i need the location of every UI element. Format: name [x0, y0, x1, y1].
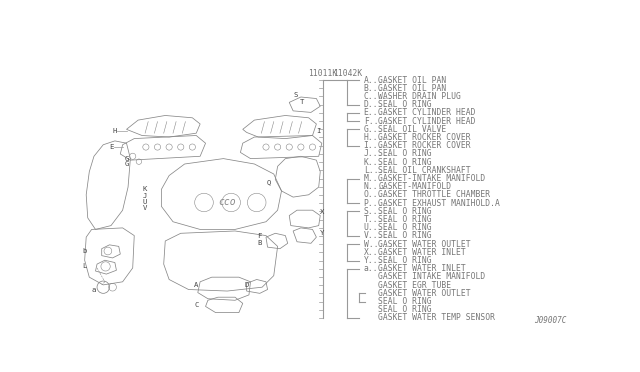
Text: L: L [83, 263, 87, 269]
Text: GASKET EXHAUST MANIHOLD.A: GASKET EXHAUST MANIHOLD.A [378, 199, 500, 208]
Text: SEAL O RING: SEAL O RING [378, 256, 432, 265]
Text: T: T [300, 99, 304, 105]
Text: K.....: K..... [364, 158, 393, 167]
Text: SEAL O RING: SEAL O RING [378, 305, 432, 314]
Text: J: J [143, 193, 147, 199]
Text: L.....: L..... [364, 166, 393, 175]
Text: I: I [316, 128, 321, 134]
Text: A.....: A..... [364, 76, 393, 84]
Text: GASKET-INTAKE MANIFOLD: GASKET-INTAKE MANIFOLD [378, 174, 486, 183]
Text: a.....: a..... [364, 264, 393, 273]
Text: S: S [293, 92, 298, 98]
Text: Y: Y [320, 230, 324, 236]
Text: SEAL O RING: SEAL O RING [378, 158, 432, 167]
Text: W.....: W..... [364, 240, 393, 248]
Text: B.....: B..... [364, 84, 393, 93]
Text: 11011K: 11011K [308, 70, 337, 78]
Text: G.....: G..... [364, 125, 393, 134]
Text: E: E [109, 144, 114, 150]
Text: P.....: P..... [364, 199, 393, 208]
Text: E.....: E..... [364, 108, 393, 118]
Text: X.....: X..... [364, 248, 393, 257]
Text: SEAL O RING: SEAL O RING [378, 207, 432, 216]
Text: GASKET THROTTLE CHAMBER: GASKET THROTTLE CHAMBER [378, 190, 490, 199]
Text: X: X [320, 209, 324, 215]
Text: U: U [143, 199, 147, 205]
Text: D.....: D..... [364, 100, 393, 109]
Text: K: K [143, 186, 147, 192]
Text: J09007C: J09007C [534, 316, 566, 325]
Text: U.....: U..... [364, 223, 393, 232]
Text: G: G [124, 161, 129, 167]
Text: GASKET-MANIFOLD: GASKET-MANIFOLD [378, 182, 451, 191]
Text: GASKET WATER INLET: GASKET WATER INLET [378, 264, 466, 273]
Text: S.....: S..... [364, 207, 393, 216]
Text: SEAL O RING: SEAL O RING [378, 223, 432, 232]
Text: GASKET OIL PAN: GASKET OIL PAN [378, 84, 447, 93]
Text: C.....: C..... [364, 92, 393, 101]
Text: SEAL OIL CRANKSHAFT: SEAL OIL CRANKSHAFT [378, 166, 471, 175]
Text: GASKET ROCKER COVER: GASKET ROCKER COVER [378, 133, 471, 142]
Text: GASKET WATER TEMP SENSOR: GASKET WATER TEMP SENSOR [378, 314, 495, 323]
Text: F: F [258, 232, 262, 238]
Text: SEAL OIL VALVE: SEAL OIL VALVE [378, 125, 447, 134]
Text: 11042K: 11042K [333, 70, 362, 78]
Text: B: B [258, 240, 262, 246]
Text: GASKET INTAKE MANIFOLD: GASKET INTAKE MANIFOLD [378, 272, 486, 282]
Text: GASKET WATER OUTLET: GASKET WATER OUTLET [378, 289, 471, 298]
Text: V: V [143, 205, 147, 211]
Text: F.....: F..... [364, 116, 393, 126]
Text: SEAL O RING: SEAL O RING [378, 100, 432, 109]
Text: SEAL O RING: SEAL O RING [378, 231, 432, 240]
Text: I.....: I..... [364, 141, 393, 150]
Text: GASKET CYLINDER HEAD: GASKET CYLINDER HEAD [378, 116, 476, 126]
Text: GASKET WATER OUTLET: GASKET WATER OUTLET [378, 240, 471, 248]
Text: A: A [194, 282, 198, 288]
Text: H: H [113, 128, 117, 134]
Text: Y.....: Y..... [364, 256, 393, 265]
Text: M.....: M..... [364, 174, 393, 183]
Text: G: G [124, 155, 129, 161]
Text: C: C [194, 302, 198, 308]
Text: GASKET OIL PAN: GASKET OIL PAN [378, 76, 447, 84]
Text: SEAL O RING: SEAL O RING [378, 215, 432, 224]
Text: N.....: N..... [364, 182, 393, 191]
Text: GASKET ROCKER COVER: GASKET ROCKER COVER [378, 141, 471, 150]
Text: D: D [244, 282, 249, 288]
Text: T.....: T..... [364, 215, 393, 224]
Text: O.....: O..... [364, 190, 393, 199]
Text: Q: Q [267, 179, 271, 185]
Text: SEAL O RING: SEAL O RING [378, 297, 432, 306]
Text: WASHER DRAIN PLUG: WASHER DRAIN PLUG [378, 92, 461, 101]
Text: SEAL O RING: SEAL O RING [378, 150, 432, 158]
Text: V.....: V..... [364, 231, 393, 240]
Text: GASKET WATER INLET: GASKET WATER INLET [378, 248, 466, 257]
Text: GASKET CYLINDER HEAD: GASKET CYLINDER HEAD [378, 108, 476, 118]
Text: J.....: J..... [364, 150, 393, 158]
Text: cco: cco [218, 198, 236, 208]
Text: a: a [92, 286, 96, 292]
Text: GASKET EGR TUBE: GASKET EGR TUBE [378, 280, 451, 290]
Text: b: b [83, 248, 87, 254]
Text: H.....: H..... [364, 133, 393, 142]
